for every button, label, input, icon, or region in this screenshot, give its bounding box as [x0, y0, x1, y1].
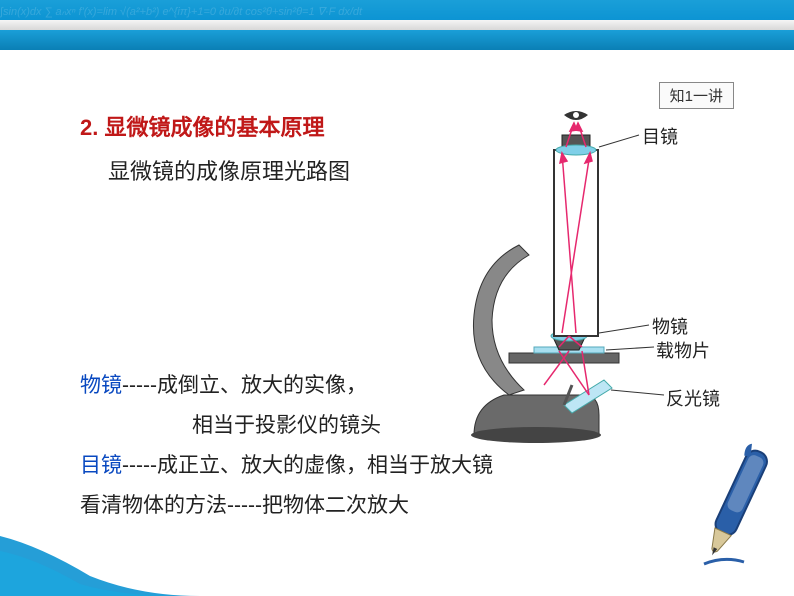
- heading-text: 显微镜成像的基本原理: [104, 115, 324, 140]
- top-banner: ∫sin(x)dx ∑ aₙxⁿ f'(x)=lim √(a²+b²) e^{i…: [0, 0, 794, 50]
- microscope-diagram: 目镜 物镜 载物片 反光镜: [414, 95, 734, 455]
- term-eyepiece: 目镜: [80, 454, 122, 477]
- label-slide: 载物片: [656, 337, 710, 363]
- label-objective: 物镜: [652, 313, 688, 339]
- banner-formula-overlay: ∫sin(x)dx ∑ aₙxⁿ f'(x)=lim √(a²+b²) e^{i…: [0, 0, 794, 50]
- heading-number: 2.: [80, 115, 98, 140]
- label-mirror: 反光镜: [666, 385, 720, 411]
- label-eyepiece: 目镜: [642, 123, 678, 149]
- microscope-arm: [473, 245, 529, 395]
- pen-icon: [684, 436, 784, 576]
- term-objective: 物镜: [80, 374, 122, 397]
- corner-decoration: [0, 496, 200, 596]
